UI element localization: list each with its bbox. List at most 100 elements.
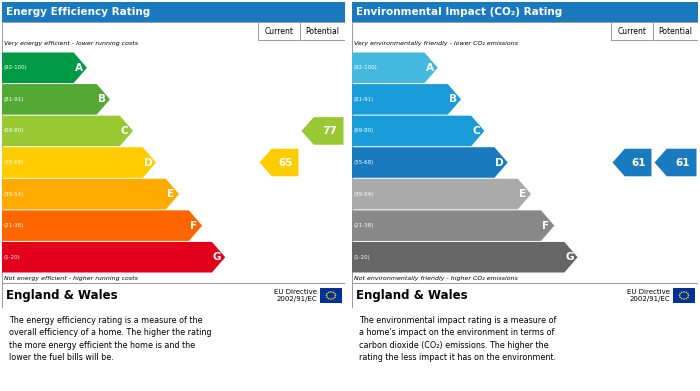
Circle shape xyxy=(334,293,336,294)
Circle shape xyxy=(683,298,685,300)
Text: F: F xyxy=(190,221,197,231)
Text: E: E xyxy=(519,189,526,199)
Text: A: A xyxy=(426,63,433,73)
Text: (1-20): (1-20) xyxy=(354,255,371,260)
Bar xyxy=(2,2,345,22)
Bar xyxy=(352,2,698,22)
Text: C: C xyxy=(472,126,480,136)
Circle shape xyxy=(332,298,334,300)
Circle shape xyxy=(335,295,336,296)
Circle shape xyxy=(687,296,689,298)
Text: (39-54): (39-54) xyxy=(354,192,374,197)
Text: 77: 77 xyxy=(322,126,337,136)
Circle shape xyxy=(679,295,680,296)
Circle shape xyxy=(328,292,330,293)
Text: (39-54): (39-54) xyxy=(4,192,25,197)
Circle shape xyxy=(685,292,687,293)
Text: D: D xyxy=(496,158,504,167)
Circle shape xyxy=(334,296,336,298)
Bar xyxy=(2,22,345,283)
Circle shape xyxy=(328,298,330,300)
Bar xyxy=(300,22,345,40)
Text: Current: Current xyxy=(265,27,293,36)
Text: A: A xyxy=(75,63,83,73)
Circle shape xyxy=(685,298,687,300)
Polygon shape xyxy=(260,149,298,176)
Bar xyxy=(258,22,300,40)
Text: (69-80): (69-80) xyxy=(4,128,25,133)
Polygon shape xyxy=(2,84,110,115)
Text: (55-68): (55-68) xyxy=(354,160,374,165)
Text: The environmental impact rating is a measure of
a home's impact on the environme: The environmental impact rating is a mea… xyxy=(359,316,556,362)
Text: 61: 61 xyxy=(675,158,690,167)
Polygon shape xyxy=(2,52,87,83)
Polygon shape xyxy=(2,242,225,273)
Polygon shape xyxy=(352,84,461,115)
Bar xyxy=(352,283,698,308)
Circle shape xyxy=(679,296,681,298)
Polygon shape xyxy=(352,210,554,241)
Polygon shape xyxy=(2,147,156,178)
Text: (81-91): (81-91) xyxy=(4,97,25,102)
Polygon shape xyxy=(352,116,484,146)
Text: D: D xyxy=(144,158,153,167)
Polygon shape xyxy=(2,116,133,146)
Polygon shape xyxy=(352,52,438,83)
Text: Energy Efficiency Rating: Energy Efficiency Rating xyxy=(6,7,150,17)
Text: EU Directive
2002/91/EC: EU Directive 2002/91/EC xyxy=(627,289,670,303)
Text: (81-91): (81-91) xyxy=(354,97,374,102)
Circle shape xyxy=(681,298,682,300)
Text: F: F xyxy=(542,221,550,231)
Polygon shape xyxy=(654,149,696,176)
Bar xyxy=(352,22,698,283)
Circle shape xyxy=(330,298,332,300)
Bar xyxy=(673,288,695,303)
Text: Potential: Potential xyxy=(305,27,340,36)
Text: (1-20): (1-20) xyxy=(4,255,21,260)
Text: Not energy efficient - higher running costs: Not energy efficient - higher running co… xyxy=(4,276,138,281)
Text: E: E xyxy=(167,189,174,199)
Bar xyxy=(611,22,653,40)
Text: (92-100): (92-100) xyxy=(4,65,28,70)
Text: (69-80): (69-80) xyxy=(354,128,374,133)
Text: The energy efficiency rating is a measure of the
overall efficiency of a home. T: The energy efficiency rating is a measur… xyxy=(9,316,211,362)
Polygon shape xyxy=(612,149,652,176)
Text: Potential: Potential xyxy=(659,27,692,36)
Polygon shape xyxy=(352,147,508,178)
Text: Very environmentally friendly - lower CO₂ emissions: Very environmentally friendly - lower CO… xyxy=(354,41,518,46)
Text: 61: 61 xyxy=(631,158,646,167)
Bar xyxy=(2,283,345,308)
Text: Not environmentally friendly - higher CO₂ emissions: Not environmentally friendly - higher CO… xyxy=(354,276,518,281)
Circle shape xyxy=(681,292,682,293)
Text: (21-38): (21-38) xyxy=(4,223,25,228)
Circle shape xyxy=(683,291,685,293)
Circle shape xyxy=(326,296,328,298)
Text: B: B xyxy=(449,94,457,104)
Circle shape xyxy=(330,291,332,293)
Bar xyxy=(653,22,698,40)
Text: 65: 65 xyxy=(279,158,293,167)
Circle shape xyxy=(687,295,690,296)
Polygon shape xyxy=(2,210,202,241)
Circle shape xyxy=(326,295,328,296)
Text: Environmental Impact (CO₂) Rating: Environmental Impact (CO₂) Rating xyxy=(356,7,562,17)
Text: Very energy efficient - lower running costs: Very energy efficient - lower running co… xyxy=(4,41,138,46)
Text: C: C xyxy=(121,126,128,136)
Circle shape xyxy=(332,292,334,293)
Circle shape xyxy=(687,293,689,294)
Polygon shape xyxy=(2,179,179,209)
Polygon shape xyxy=(352,242,578,273)
Text: G: G xyxy=(213,252,221,262)
Text: (92-100): (92-100) xyxy=(354,65,378,70)
Text: England & Wales: England & Wales xyxy=(356,289,468,302)
Text: Current: Current xyxy=(617,27,647,36)
Text: EU Directive
2002/91/EC: EU Directive 2002/91/EC xyxy=(274,289,317,303)
Text: (55-68): (55-68) xyxy=(4,160,25,165)
Circle shape xyxy=(679,293,681,294)
Text: England & Wales: England & Wales xyxy=(6,289,118,302)
Polygon shape xyxy=(352,179,531,209)
Text: (21-38): (21-38) xyxy=(354,223,374,228)
Text: G: G xyxy=(566,252,574,262)
Circle shape xyxy=(326,293,328,294)
Polygon shape xyxy=(302,117,344,145)
